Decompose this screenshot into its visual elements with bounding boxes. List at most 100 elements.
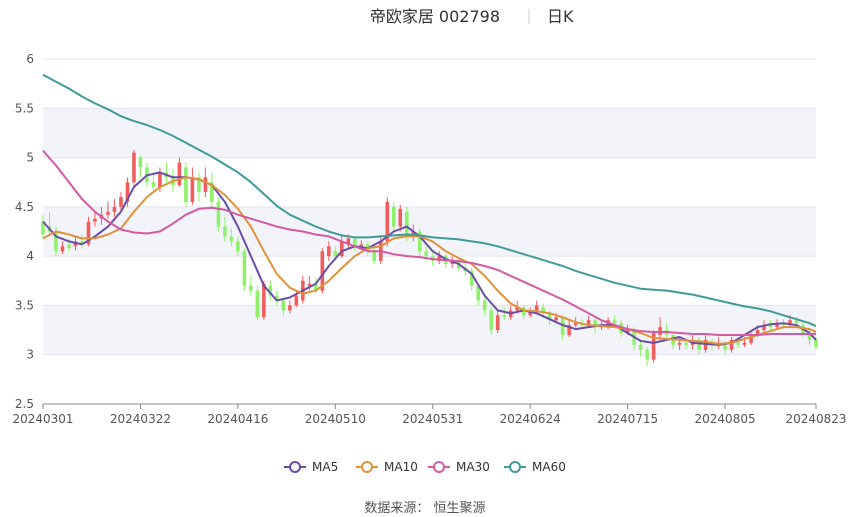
candle-body (177, 162, 182, 186)
plot-band (43, 305, 816, 355)
legend-marker (289, 461, 301, 473)
candle-body (54, 231, 58, 252)
candle-body (132, 152, 136, 183)
candle-down (80, 234, 84, 249)
candle-body (60, 246, 65, 252)
candle-body (340, 241, 344, 257)
x-tick-label: 20240805 (695, 412, 756, 426)
x-tick-label: 20240301 (12, 412, 73, 426)
legend-marker (361, 461, 373, 473)
candle-body (333, 251, 338, 257)
y-tick-label: 2.5 (15, 397, 34, 411)
candle-body (385, 201, 390, 242)
candle-body (86, 221, 91, 245)
legend-item-ma5[interactable]: MA5 (284, 460, 338, 474)
y-tick-label: 5.5 (15, 101, 34, 115)
candle-up (262, 280, 266, 321)
candle-body (197, 177, 201, 193)
series-line-ma60 (42, 73, 817, 328)
candle-up (106, 201, 110, 219)
candle-body (625, 330, 630, 334)
candle-up (729, 336, 734, 353)
legend-marker (433, 461, 445, 473)
candle-up (125, 177, 130, 207)
candle-body (216, 201, 221, 227)
candle-body (502, 315, 506, 318)
candle-body (814, 339, 818, 347)
candle-down (541, 303, 545, 318)
legend-label: MA60 (532, 460, 566, 474)
candle-body (203, 177, 208, 193)
x-tick-label: 20240715 (597, 412, 658, 426)
candle-body (489, 310, 493, 331)
legend-item-ma30[interactable]: MA30 (428, 460, 490, 474)
candle-body (151, 182, 156, 188)
candle-down (476, 283, 481, 306)
candle-body (567, 325, 571, 335)
candle-up (398, 204, 403, 232)
candle-body (190, 177, 195, 202)
candle-body (476, 285, 481, 301)
candle-body (398, 208, 403, 227)
candle-up (495, 310, 500, 334)
candle-body (125, 182, 130, 202)
candle-up (60, 241, 65, 255)
candle-body (236, 241, 240, 252)
candle-down (275, 290, 279, 306)
candle-body (677, 342, 682, 345)
chart-period[interactable]: 日K (547, 7, 574, 26)
candle-body (281, 300, 286, 311)
candle-down (469, 267, 474, 291)
candle-body (775, 323, 779, 328)
candle-down (229, 228, 234, 247)
candle-body (469, 270, 474, 286)
candle-body (353, 238, 357, 247)
candle-down (151, 172, 156, 193)
candle-body (794, 320, 799, 324)
candle-down (697, 336, 701, 355)
candle-body (417, 231, 422, 252)
legend-item-ma60[interactable]: MA60 (504, 460, 566, 474)
candle-up (112, 198, 117, 217)
candle-body (638, 344, 643, 350)
legend-label: MA10 (384, 460, 418, 474)
plot-background (43, 108, 816, 355)
candle-body (268, 285, 273, 296)
x-tick-label: 20240416 (207, 412, 268, 426)
candle-body (80, 241, 84, 245)
y-tick-label: 6 (26, 52, 34, 66)
candle-body (755, 330, 760, 335)
candle-body (762, 325, 766, 331)
candle-body (288, 305, 292, 311)
legend-label: MA5 (312, 460, 338, 474)
candle-body (249, 285, 253, 291)
legend-item-ma10[interactable]: MA10 (356, 460, 418, 474)
y-tick-label: 4.5 (15, 200, 34, 214)
candle-body (391, 206, 396, 227)
candle-body (586, 320, 591, 326)
x-tick-label: 20240322 (110, 412, 171, 426)
candle-up (340, 236, 344, 259)
candle-body (534, 305, 539, 311)
candle-body (723, 342, 727, 350)
candle-down (502, 307, 506, 321)
candle-body (404, 211, 409, 237)
candle-body (645, 349, 649, 360)
candle-up (190, 167, 195, 205)
candle-body (275, 295, 279, 301)
candle-down (645, 346, 649, 367)
candle-down (210, 172, 214, 207)
candle-up (385, 197, 390, 247)
candle-body (346, 238, 351, 245)
candle-body (359, 244, 364, 247)
candle-body (93, 218, 97, 222)
candle-down (372, 246, 377, 265)
candle-body (729, 339, 734, 350)
candle-down (489, 307, 493, 335)
series-line-ma5 (42, 171, 817, 346)
y-axis-ticks: 2.5 3 3.5 4 4.5 5 5.5 6 (15, 52, 34, 411)
legend[interactable]: MA5 MA10 MA30 MA60 (284, 460, 566, 474)
series-line-ma10 (42, 176, 817, 345)
candle-down (281, 297, 286, 316)
candle-body (593, 320, 597, 328)
